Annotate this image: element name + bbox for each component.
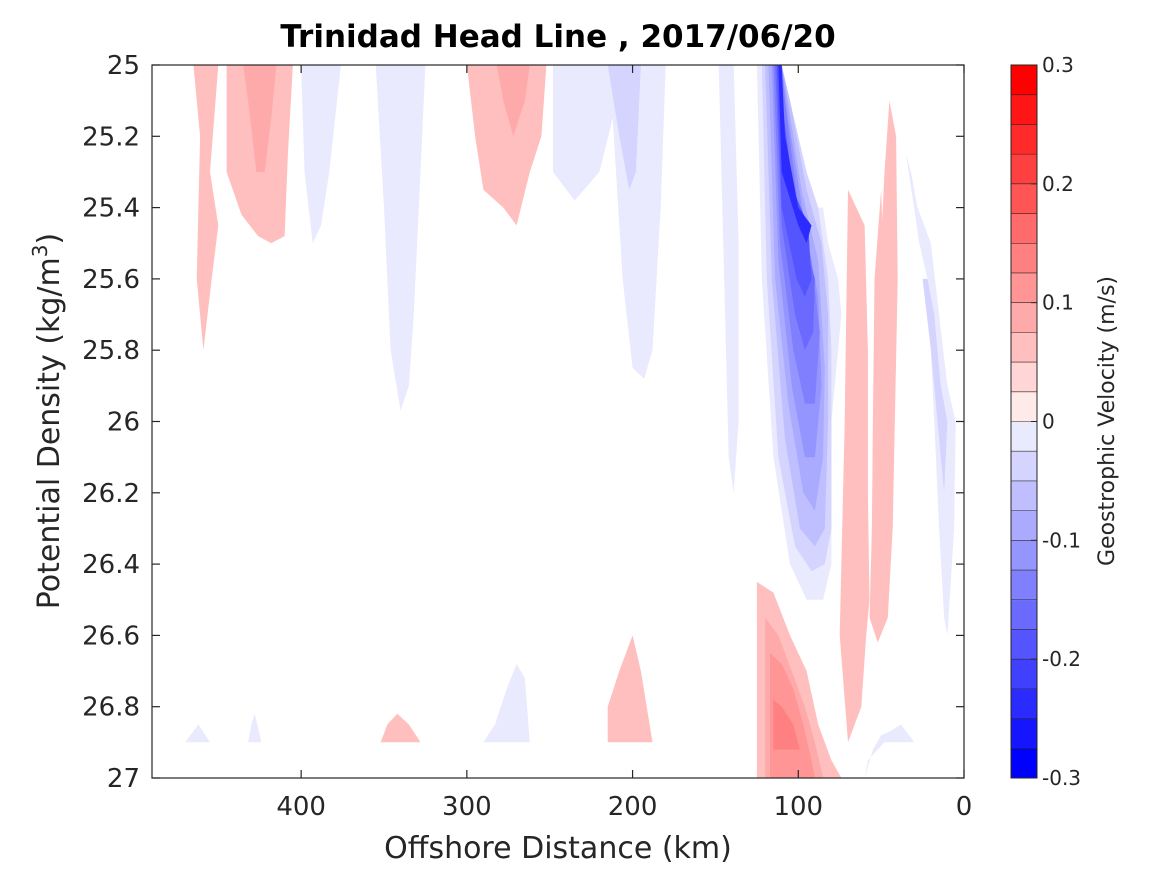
colorbar-segment xyxy=(1011,718,1037,749)
y-tick-label: 26.8 xyxy=(82,693,140,723)
colorbar-segment xyxy=(1011,94,1037,125)
colorbar-segment xyxy=(1011,510,1037,541)
colorbar-segment xyxy=(1011,421,1037,452)
colorbar-segment xyxy=(1011,183,1037,215)
colorbar-label: Geostrophic Velocity (m/s) xyxy=(1095,276,1120,566)
y-axis-label: Potential Density (kg/m3) xyxy=(28,233,67,609)
colorbar-segment xyxy=(1011,629,1037,660)
y-tick-label: 26.4 xyxy=(82,550,140,580)
contour-region xyxy=(776,65,812,297)
y-tick-label: 25 xyxy=(107,51,140,81)
y-tick-label: 26 xyxy=(107,408,140,438)
colorbar-tick-label: 0 xyxy=(1042,410,1055,434)
x-tick-label: 200 xyxy=(608,792,658,822)
colorbar-segment xyxy=(1011,659,1037,690)
colorbar-tick-label: 0.1 xyxy=(1042,291,1074,315)
y-tick-label: 25.2 xyxy=(82,122,140,152)
contour-region xyxy=(864,724,915,778)
x-tick-label: 300 xyxy=(442,792,492,822)
colorbar-segment xyxy=(1011,213,1037,244)
colorbar-segment xyxy=(1011,362,1037,393)
contour-region xyxy=(301,65,341,244)
y-tick-label: 25.4 xyxy=(82,194,140,224)
x-tick-label: 0 xyxy=(956,792,973,822)
colorbar-segment xyxy=(1011,124,1037,155)
colorbar-segment xyxy=(1011,570,1037,601)
contour-region xyxy=(483,663,530,743)
contour-region xyxy=(718,65,739,493)
contour-region xyxy=(466,65,547,226)
colorbar-segment xyxy=(1011,391,1037,422)
y-axis-label-main: Potential Density (kg/m xyxy=(32,257,67,609)
contour-region xyxy=(248,713,262,743)
contour-regions xyxy=(171,65,956,778)
contour-region xyxy=(906,154,956,636)
colorbar-segment xyxy=(1011,748,1037,779)
contour-region xyxy=(839,189,870,743)
colorbar-tick-label: -0.2 xyxy=(1042,647,1081,671)
colorbar-segment xyxy=(1011,599,1037,630)
colorbar-segment xyxy=(1011,540,1037,571)
contour-region xyxy=(380,713,421,743)
colorbar-tick-label: -0.1 xyxy=(1042,528,1081,552)
y-axis-label-tail: ) xyxy=(32,233,67,245)
x-axis-label: Offshore Distance (km) xyxy=(384,831,732,866)
contour-region xyxy=(869,100,898,643)
contour-region xyxy=(607,65,641,190)
y-tick-label: 26.2 xyxy=(82,479,140,509)
colorbar-segment xyxy=(1011,451,1037,482)
contour-region xyxy=(607,635,653,743)
colorbar-segment xyxy=(1011,302,1037,333)
y-tick-label: 25.6 xyxy=(82,265,140,295)
contour-region xyxy=(922,278,948,493)
contour-region xyxy=(496,65,530,137)
colorbar-segment xyxy=(1011,65,1037,96)
colorbar-segment xyxy=(1011,272,1037,304)
chart-title: Trinidad Head Line , 2017/06/20 xyxy=(280,19,835,55)
colorbar-segment xyxy=(1011,688,1037,720)
y-axis-label-superscript: 3 xyxy=(28,244,52,257)
colorbar-segment xyxy=(1011,243,1037,274)
colorbar-segment xyxy=(1011,480,1037,512)
colorbar-segment xyxy=(1011,154,1037,185)
contour-region xyxy=(171,65,219,351)
y-tick-label: 26.6 xyxy=(82,621,140,651)
y-axis: 25 25.2 25.4 25.6 25.8 26 26.2 26.4 26.6 26.8 27 xyxy=(82,51,964,794)
contour-region xyxy=(553,65,666,379)
colorbar xyxy=(1010,64,1038,779)
contour-region xyxy=(185,724,210,743)
contour-region xyxy=(773,699,800,750)
y-tick-label: 25.8 xyxy=(82,336,140,366)
contour-region xyxy=(778,65,812,244)
colorbar-tick-label: 0.2 xyxy=(1042,172,1074,196)
colorbar-tick-label: -0.3 xyxy=(1042,766,1081,790)
contour-region xyxy=(375,65,426,411)
colorbar-ticks: 0.3 0.2 0.1 0 -0.1 -0.2 -0.3 xyxy=(1031,53,1081,790)
x-axis: 400 300 200 100 0 xyxy=(276,65,972,822)
colorbar-tick-label: 0.3 xyxy=(1042,53,1074,77)
x-tick-label: 100 xyxy=(773,792,823,822)
contour-region xyxy=(243,65,277,172)
colorbar-segment xyxy=(1011,332,1037,363)
y-tick-label: 27 xyxy=(107,764,140,794)
x-tick-label: 400 xyxy=(276,792,326,822)
